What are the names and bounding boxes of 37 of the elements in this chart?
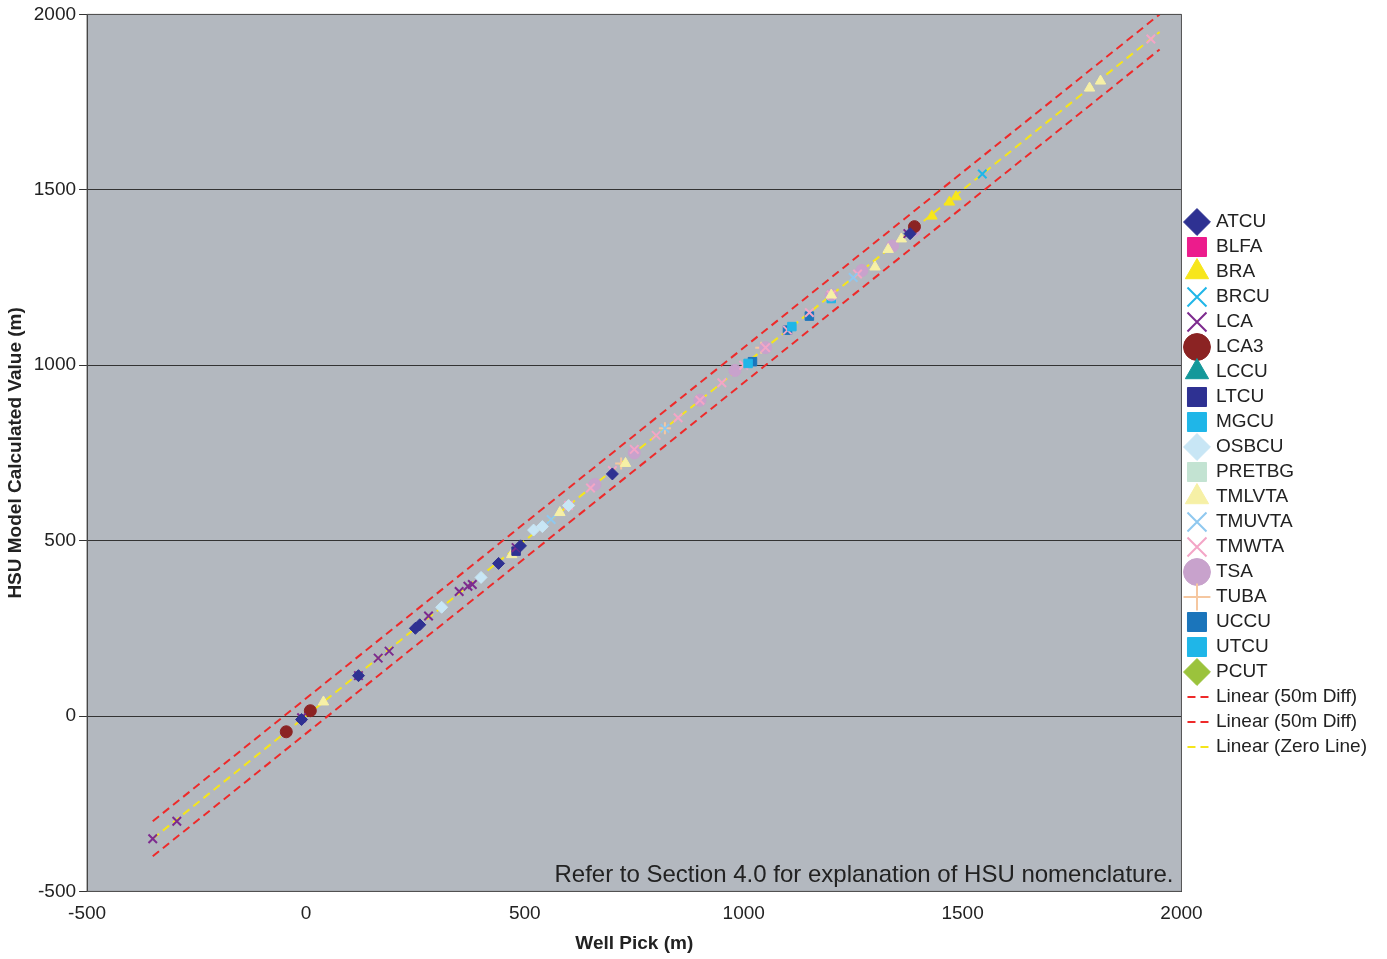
legend-label: OSBCU	[1215, 435, 1284, 457]
legend-label: BRA	[1215, 260, 1256, 282]
legend-label: UCCU	[1215, 610, 1271, 632]
legend-label: Linear (50m Diff)	[1215, 685, 1358, 707]
legend-label: LCA3	[1215, 335, 1264, 357]
legend-label: BLFA	[1215, 235, 1263, 257]
x-tick-label: 1000	[722, 902, 765, 924]
legend-label: TMUVTA	[1215, 510, 1294, 532]
legend-label: TMWTA	[1215, 535, 1285, 557]
legend-label: PRETBG	[1215, 460, 1295, 482]
y-tick-label: 1000	[33, 353, 77, 375]
legend-label: Linear (50m Diff)	[1215, 710, 1358, 732]
legend-label: BRCU	[1215, 285, 1270, 307]
legend-label: LCA	[1215, 310, 1254, 332]
legend-label: TMLVTA	[1215, 485, 1289, 507]
annotation: Refer to Section 4.0 for explanation of HSU nomenclature.	[554, 860, 1174, 888]
legend-label: LCCU	[1215, 360, 1268, 382]
y-axis-title: HSU Model Calculated Value (m)	[3, 307, 25, 599]
y-tick-label: 1500	[33, 178, 77, 200]
legend-label: UTCU	[1215, 635, 1269, 657]
x-tick-label: 2000	[1160, 902, 1203, 924]
legend-label: MGCU	[1215, 410, 1275, 432]
legend-label: ATCU	[1215, 210, 1267, 232]
legend-label: PCUT	[1215, 660, 1269, 682]
x-tick-label: -500	[68, 902, 107, 924]
x-tick-label: 500	[508, 902, 541, 924]
legend-label: TUBA	[1215, 585, 1267, 607]
legend-label: Linear (Zero Line)	[1215, 735, 1368, 757]
legend-label: LTCU	[1215, 385, 1265, 407]
y-tick-label: 2000	[33, 2, 77, 24]
legend-label: TSA	[1215, 560, 1254, 582]
y-tick-label: 500	[44, 528, 77, 550]
y-tick-label: 0	[65, 704, 77, 726]
x-tick-label: 0	[300, 902, 312, 924]
x-axis-title: Well Pick (m)	[575, 931, 694, 953]
x-tick-label: 1500	[941, 902, 984, 924]
y-tick-label: -500	[38, 879, 77, 901]
